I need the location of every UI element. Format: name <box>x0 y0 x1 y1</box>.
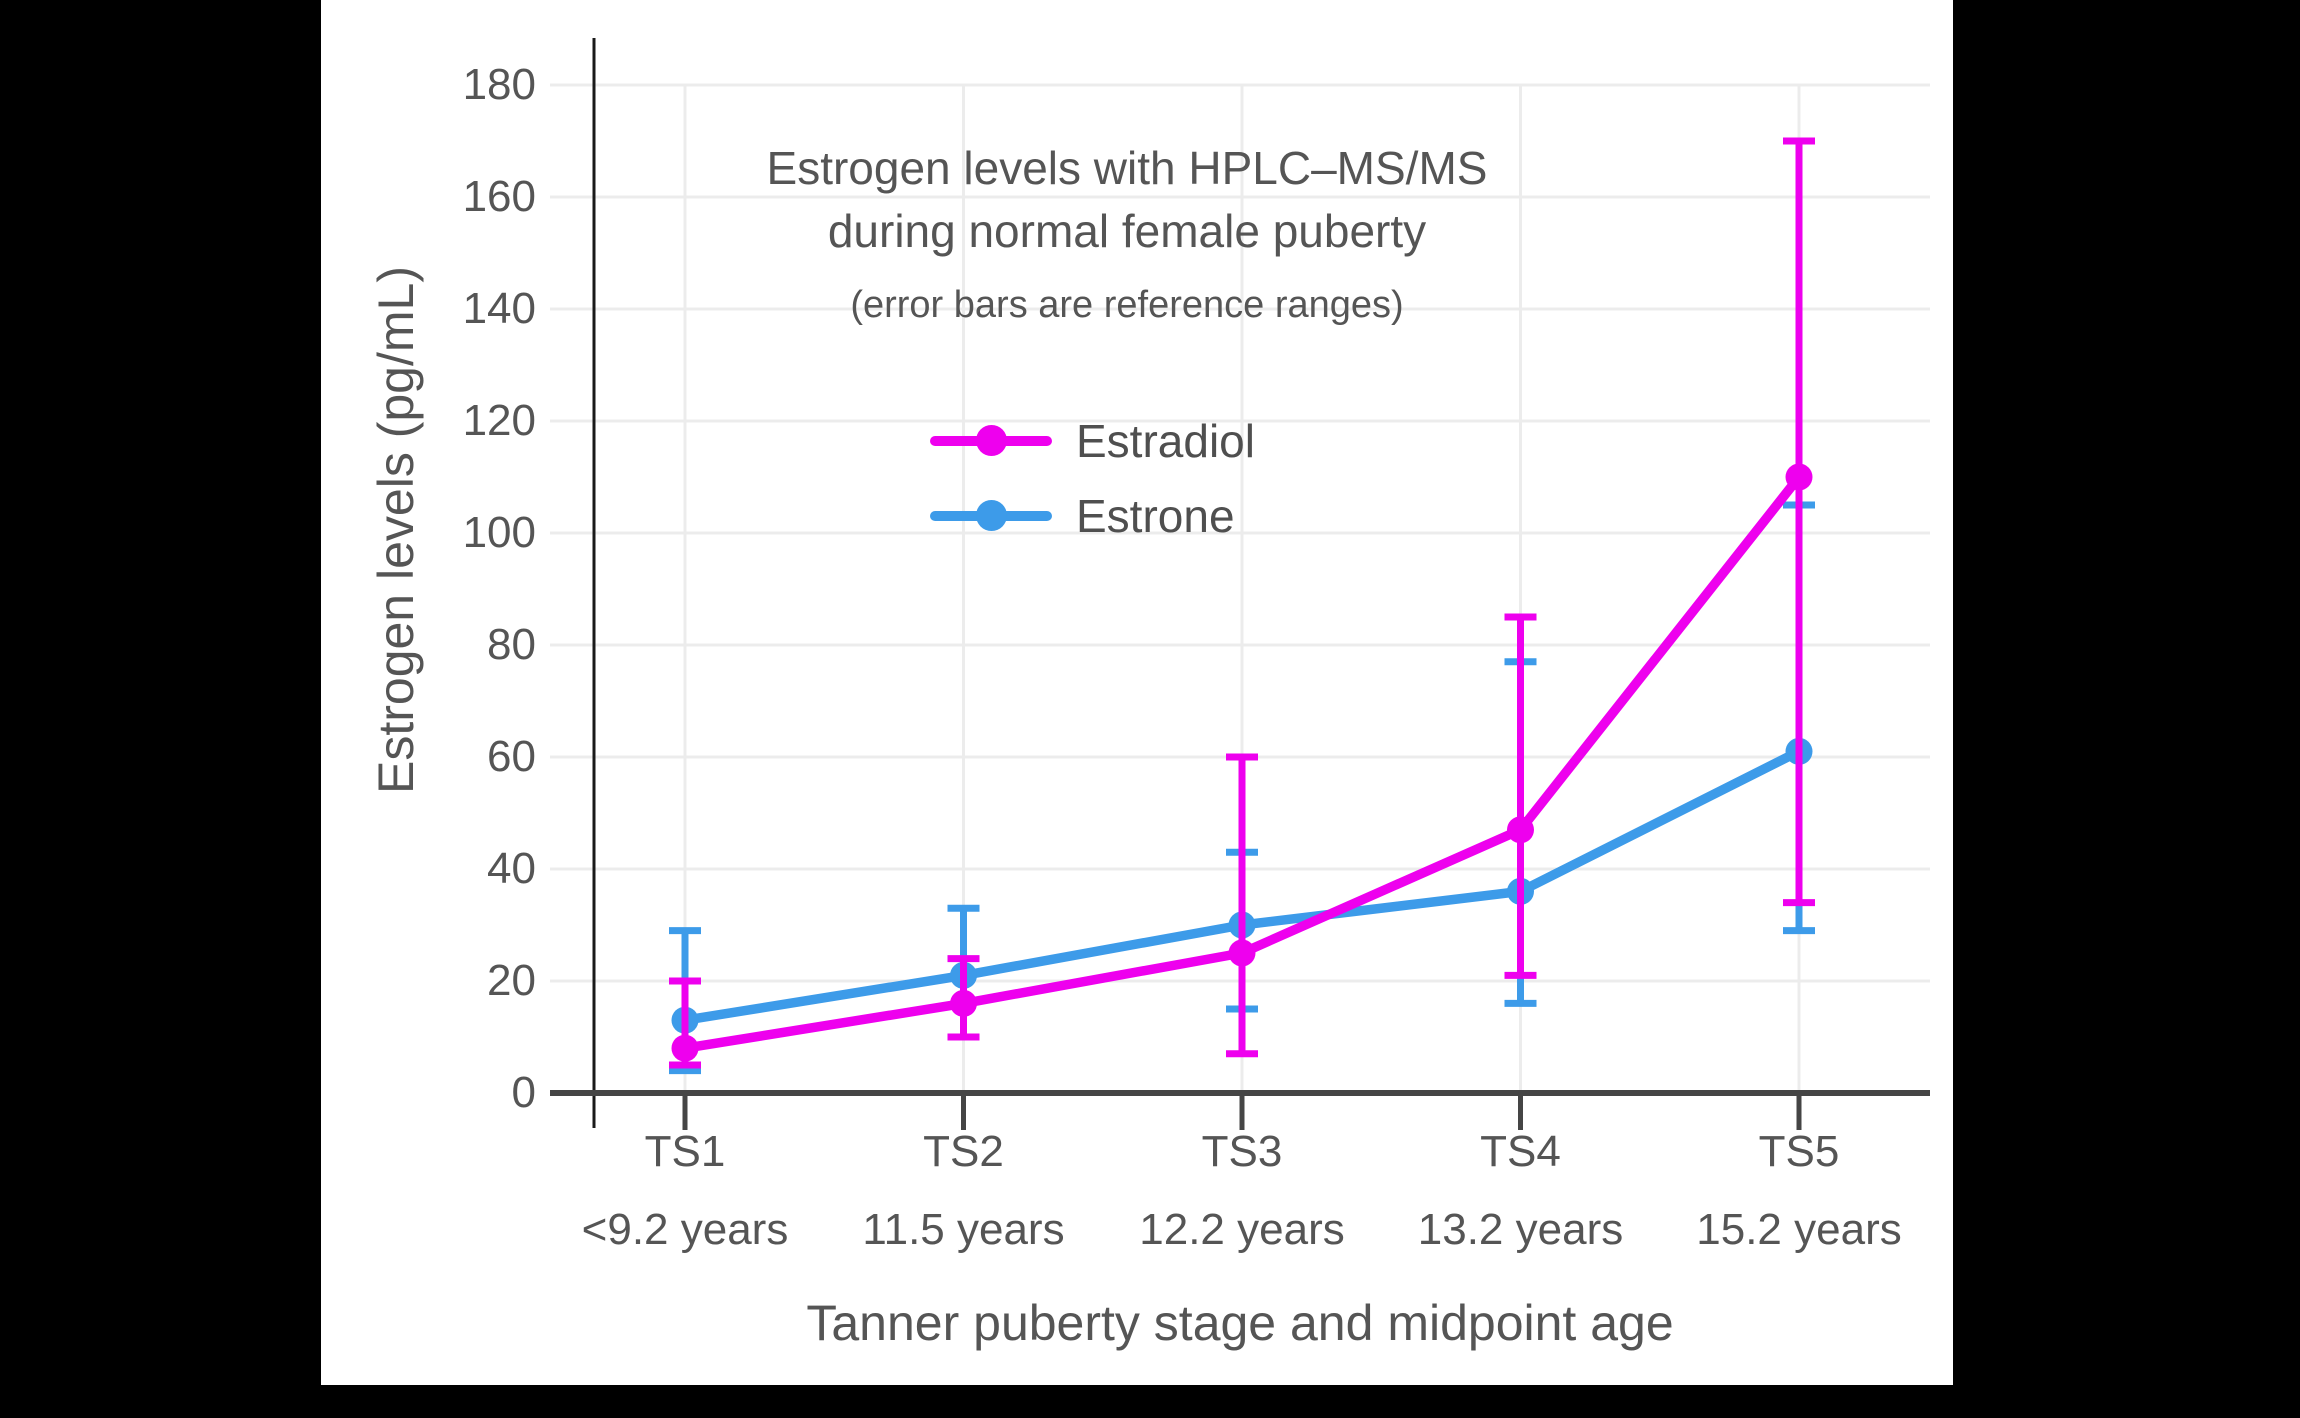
x-age-label-TS4: 13.2 years <box>1417 1205 1624 1254</box>
chart-subtitle: (error bars are reference ranges) <box>850 284 1404 326</box>
estradiol-marker-TS5 <box>1785 463 1813 491</box>
y-tick-label-180: 180 <box>462 60 536 109</box>
x-category-label-TS2: TS2 <box>923 1127 1004 1176</box>
estradiol-swatch-dot <box>975 425 1007 456</box>
estradiol-marker-TS2 <box>950 989 977 1017</box>
y-tick-label-120: 120 <box>462 396 536 445</box>
chart-title-line1: Estrogen levels with HPLC–MS/MS <box>766 142 1488 194</box>
x-age-label-TS2: 11.5 years <box>862 1205 1065 1254</box>
estrone-swatch-dot <box>975 500 1007 531</box>
estrone-line-marker-swatch <box>930 499 1052 533</box>
y-tick-label-0: 0 <box>511 1068 536 1117</box>
estradiol-marker-TS1 <box>671 1034 699 1062</box>
legend: Estradiol Estrone <box>930 412 1255 544</box>
x-category-label-TS5: TS5 <box>1758 1127 1840 1176</box>
y-tick-label-80: 80 <box>487 620 536 669</box>
legend-label-estradiol: Estradiol <box>1076 414 1255 467</box>
legend-item-estrone: Estrone <box>930 487 1255 544</box>
legend-item-estradiol: Estradiol <box>930 412 1255 469</box>
y-tick-label-160: 160 <box>462 172 536 221</box>
x-category-label-TS1: TS1 <box>644 1127 726 1176</box>
x-axis-title: Tanner puberty stage and midpoint age <box>806 1295 1674 1351</box>
x-age-label-TS5: 15.2 years <box>1696 1205 1902 1254</box>
y-tick-label-60: 60 <box>487 732 536 781</box>
y-tick-label-20: 20 <box>487 956 536 1005</box>
plot-svg <box>550 38 1930 1130</box>
estradiol-marker-TS3 <box>1228 939 1256 967</box>
x-category-label-TS4: TS4 <box>1480 1127 1561 1176</box>
chart-canvas: Estrogen levels with HPLC–MS/MS during n… <box>321 0 1953 1385</box>
x-age-label-TS3: 12.2 years <box>1139 1205 1345 1254</box>
y-tick-label-40: 40 <box>487 844 536 893</box>
x-age-label-TS1: <9.2 years <box>581 1205 789 1254</box>
x-category-label-TS3: TS3 <box>1201 1127 1283 1176</box>
estradiol-line-marker-swatch <box>930 424 1052 458</box>
legend-label-estrone: Estrone <box>1076 489 1235 542</box>
chart-title-line2: during normal female puberty <box>827 205 1427 257</box>
y-tick-label-100: 100 <box>462 508 536 557</box>
y-tick-label-140: 140 <box>462 284 536 333</box>
estradiol-marker-TS4 <box>1507 816 1534 844</box>
